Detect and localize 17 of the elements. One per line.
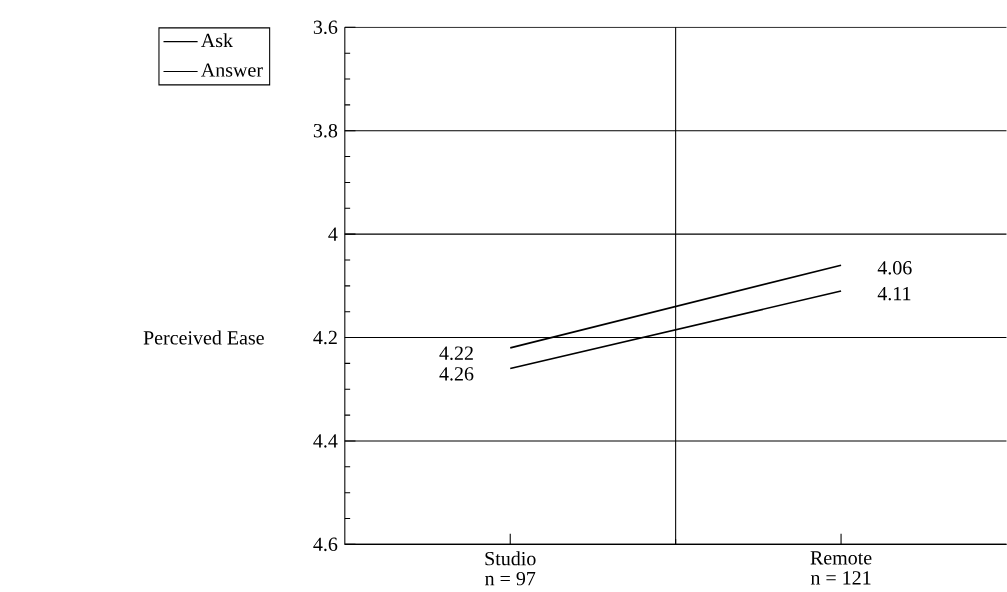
data-label: 4.06 bbox=[877, 261, 912, 275]
text: n = 121 bbox=[810, 571, 871, 585]
legend-label: Ask bbox=[201, 33, 234, 48]
y-tick-label: 4.2 bbox=[313, 330, 337, 345]
data-label: 4.11 bbox=[877, 286, 911, 301]
x-tick-label: Remote bbox=[810, 551, 872, 565]
data-label: 4.22 bbox=[439, 346, 473, 360]
y-axis-title: Perceived Ease bbox=[143, 330, 264, 345]
y-tick-label: 4.6 bbox=[313, 537, 338, 552]
x-tick-label: Studio bbox=[485, 551, 536, 566]
y-tick-label: 4 bbox=[328, 227, 338, 241]
y-tick-label: 4.4 bbox=[313, 434, 338, 448]
y-tick-label: 3.8 bbox=[313, 123, 338, 138]
y-tick-label: 3.6 bbox=[313, 20, 338, 35]
text: n = 97 bbox=[485, 571, 536, 586]
legend-label: Answer bbox=[201, 63, 263, 77]
data-label: 4.26 bbox=[439, 367, 474, 381]
